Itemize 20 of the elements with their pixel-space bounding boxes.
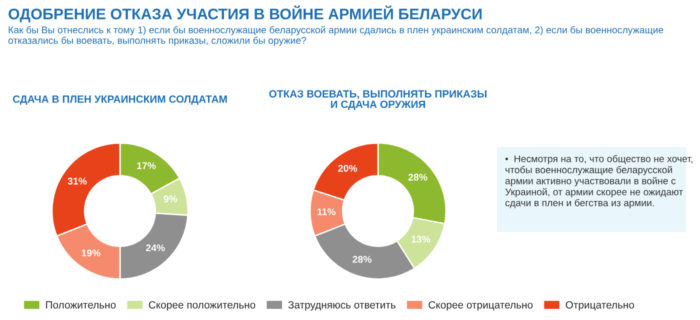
data-label: 11% [317, 208, 336, 216]
data-label: 28% [408, 174, 428, 181]
data-label: 24% [146, 244, 165, 252]
data-label: 31% [68, 178, 87, 185]
chart-subtitle: Как бы Вы отнеслись к тому 1) если бы военнослужащие беларусской армии сдались в плен украинским солдатам, 2) если бы военнослужащие отказались бы воевать, выполнять приказы, сложили бы оружие? [8, 26, 664, 46]
text: ОТКАЗ ВОЕВАТЬ, ВЫПОЛНЯТЬ ПРИКАЗЫ И СДАЧА ОРУЖИЯ [269, 90, 486, 110]
legend-label: Скорее отрицательно [428, 301, 533, 311]
data-label: 28% [352, 256, 372, 263]
data-label: 17% [137, 162, 156, 170]
legend-label: Отрицательно [566, 301, 634, 311]
chart-title: ОДОБРЕНИЕ ОТКАЗА УЧАСТИЯ В ВОЙНЕ АРМИЕЙ БЕЛАРУСИ [8, 5, 482, 22]
data-label: 9% [164, 195, 178, 202]
legend-label: Положительно [46, 301, 116, 309]
legend-label: Затрудняюсь ответить [288, 301, 396, 311]
data-label: 13% [412, 236, 430, 243]
legend-label: Скорее положительно [148, 301, 256, 311]
data-label: 20% [338, 164, 358, 172]
data-label: 19% [82, 249, 100, 256]
text: • Несмотря на то, что общество не хочет, чтобы военнослужащие беларусской армии активно участвовали в войне с Украиной, от армии скорее не ожидают сдачи в плен и бегства из армии. [505, 155, 692, 208]
text: СДАЧА В ПЛЕН УКРАИНСКИМ СОЛДАТАМ [12, 95, 227, 105]
